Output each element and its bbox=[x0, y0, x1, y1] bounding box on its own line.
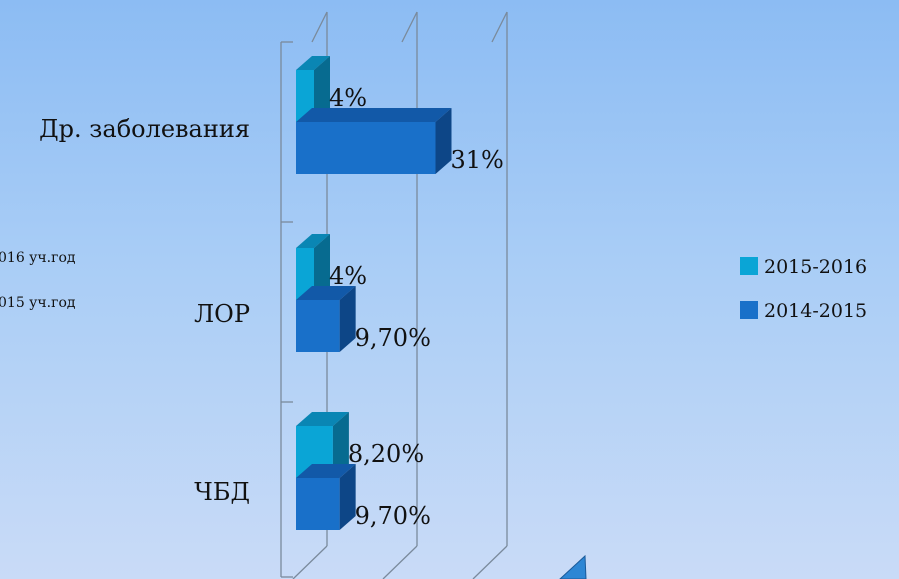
bar-side bbox=[314, 56, 330, 122]
bar-side bbox=[339, 286, 356, 352]
bar-top bbox=[296, 234, 330, 248]
data-label: 9,70% bbox=[355, 324, 431, 352]
bar-top bbox=[296, 412, 349, 426]
legend-swatch bbox=[740, 257, 758, 275]
legend: 2015-2016 2014-2015 bbox=[740, 256, 867, 322]
data-label: 8,20% bbox=[348, 440, 424, 468]
category-labels: Др. заболевания ЛОР ЧБД bbox=[39, 115, 250, 506]
bar-top bbox=[296, 286, 356, 300]
category-label: ЧБД bbox=[194, 478, 250, 506]
bar-front bbox=[296, 248, 314, 300]
gridline-top bbox=[491, 11, 508, 43]
data-label: 9,70% bbox=[355, 502, 431, 530]
bars bbox=[296, 56, 452, 530]
gridline-top bbox=[401, 11, 418, 43]
bar-side bbox=[339, 464, 356, 530]
data-label: 4% bbox=[329, 84, 367, 112]
bar-front bbox=[296, 70, 314, 122]
bar-front bbox=[296, 478, 340, 530]
bar-top bbox=[296, 108, 452, 122]
data-label: 4% bbox=[329, 262, 367, 290]
triangle-shape bbox=[559, 554, 587, 579]
legend-label: 2014-2015 bbox=[764, 300, 867, 322]
clipped-notes: 016 уч.год 015 уч.год bbox=[0, 250, 76, 311]
data-labels: 4% 31% 4% 9,70% 8,20% 9,70% bbox=[329, 84, 504, 530]
bar-side bbox=[435, 108, 452, 174]
gridline-top bbox=[311, 11, 328, 43]
bar-side bbox=[314, 234, 330, 300]
gridline-floor bbox=[472, 545, 508, 579]
legend-label: 2015-2016 bbox=[764, 256, 867, 278]
legend-swatch bbox=[740, 301, 758, 319]
gridline-floor bbox=[382, 545, 418, 579]
clipped-note: 015 уч.год bbox=[0, 295, 76, 311]
data-label: 31% bbox=[451, 146, 504, 174]
bar-front bbox=[296, 300, 340, 352]
category-label: Др. заболевания bbox=[39, 115, 250, 143]
bar-top bbox=[296, 56, 330, 70]
bar-top bbox=[296, 464, 356, 478]
gridline-floor bbox=[292, 545, 328, 579]
clipped-note: 016 уч.год bbox=[0, 250, 76, 266]
bar-front bbox=[296, 122, 436, 174]
category-label: ЛОР bbox=[194, 300, 250, 328]
bar-side bbox=[332, 412, 349, 478]
